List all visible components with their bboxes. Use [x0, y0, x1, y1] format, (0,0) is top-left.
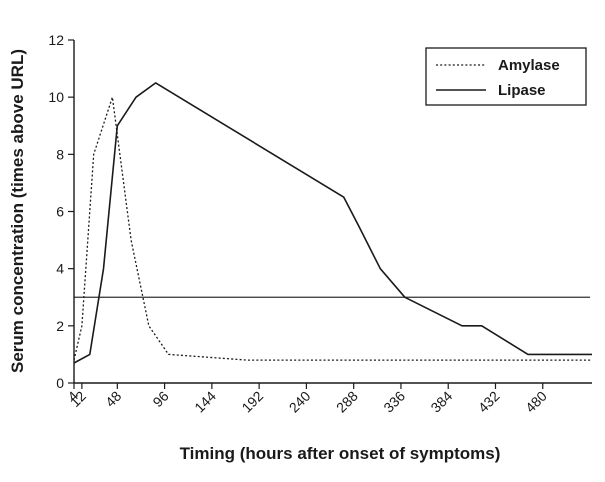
y-tick-label: 0 — [56, 375, 64, 391]
legend-label-lipase: Lipase — [498, 82, 546, 99]
x-tick-label: 288 — [333, 388, 361, 416]
y-tick-label: 12 — [48, 32, 64, 48]
axes — [68, 39, 592, 389]
x-axis-title: Timing (hours after onset of symptoms) — [180, 444, 501, 463]
y-axis-title: Serum concentration (times above URL) — [8, 49, 27, 373]
x-tick-label: 192 — [238, 388, 266, 416]
x-tick-label: 96 — [149, 388, 171, 410]
series-lines — [73, 82, 592, 364]
y-tick-label: 10 — [48, 89, 64, 105]
x-tick-label: 384 — [427, 388, 455, 416]
x-tick-label: 48 — [102, 388, 124, 410]
legend: Amylase Lipase — [425, 47, 587, 106]
y-tick-label: 8 — [56, 146, 64, 162]
series-line-lipase — [73, 82, 592, 364]
legend-label-amylase: Amylase — [498, 57, 560, 74]
x-tick-label: 240 — [286, 388, 314, 416]
y-tick-label: 2 — [56, 318, 64, 334]
series-line-amylase — [73, 96, 592, 361]
x-tick-label: 432 — [475, 388, 503, 416]
x-tick-label: 336 — [380, 388, 408, 416]
legend-box — [425, 47, 587, 106]
x-tick-label: 144 — [191, 388, 219, 416]
y-tick-label: 6 — [56, 204, 64, 220]
x-tick-label: 480 — [522, 388, 550, 416]
y-tick-label: 4 — [56, 261, 64, 277]
